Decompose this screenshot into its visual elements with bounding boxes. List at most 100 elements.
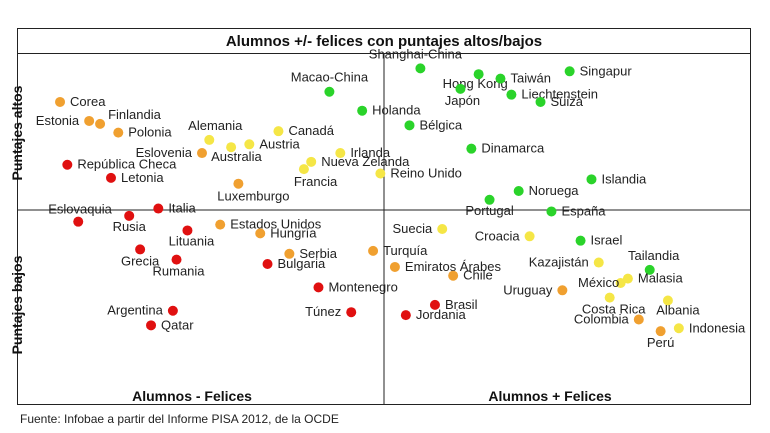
point-colombia [633, 314, 644, 325]
point-label-italia: Italia [168, 201, 196, 216]
point-austria [244, 139, 255, 150]
point-serbia [284, 248, 295, 259]
point-liechtenstein [506, 89, 517, 100]
point-eslovenia [197, 148, 207, 159]
point-luxemburgo [233, 178, 244, 189]
point-alemania [204, 134, 215, 145]
point-label-bulgaria: Bulgaria [278, 256, 326, 271]
point-belgica [404, 120, 415, 131]
point-grecia [135, 244, 146, 255]
point-tunez [346, 307, 357, 318]
point-label-emiratos-arabes: Emiratos Árabes [405, 259, 502, 274]
point-finlandia [95, 118, 106, 129]
point-label-tailandia: Tailandia [628, 248, 680, 263]
point-label-austria: Austria [259, 136, 300, 151]
point-label-argentina: Argentina [107, 303, 163, 318]
point-label-israel: Israel [591, 233, 623, 248]
point-label-singapur: Singapur [580, 63, 633, 78]
point-label-portugal: Portugal [465, 203, 514, 218]
point-portugal [484, 194, 495, 205]
point-label-chile: Chile [463, 268, 493, 283]
point-label-estados-unidos: Estados Unidos [230, 217, 322, 232]
point-mexico [615, 278, 626, 288]
point-hungria [255, 228, 266, 239]
point-label-australia: Australia [211, 149, 262, 164]
point-label-serbia: Serbia [299, 246, 337, 261]
x-axis-label-left: Alumnos - Felices [132, 388, 252, 404]
point-label-belgica: Bélgica [419, 117, 462, 132]
chart-title: Alumnos +/- felices con puntajes altos/b… [225, 32, 543, 50]
point-label-eslovenia: Eslovenia [136, 145, 193, 160]
point-irlanda [335, 148, 346, 159]
point-turquia [368, 245, 379, 256]
point-lituania [182, 225, 193, 236]
point-label-indonesia: Indonesia [689, 320, 746, 335]
point-label-croacia: Croacia [475, 228, 521, 243]
point-label-costa-rica: Costa Rica [582, 302, 646, 317]
point-label-rumania: Rumania [153, 264, 206, 279]
point-label-shanghai-china: Shanghai-China [369, 46, 463, 61]
point-label-turquia: Turquía [383, 243, 428, 258]
point-label-grecia: Grecia [121, 253, 160, 268]
point-israel [575, 235, 586, 246]
point-kazajistan [593, 257, 604, 268]
point-tailandia [644, 264, 655, 275]
point-bulgaria [262, 259, 273, 270]
point-australia [226, 142, 237, 153]
point-chile [448, 270, 459, 281]
point-label-peru: Perú [647, 335, 674, 350]
point-label-finlandia: Finlandia [108, 107, 162, 122]
point-francia [298, 164, 309, 175]
y-axis-label-bottom: Puntajes bajos [9, 255, 25, 354]
point-label-holanda: Holanda [372, 103, 421, 118]
point-label-qatar: Qatar [161, 317, 194, 332]
point-label-corea: Corea [70, 94, 106, 109]
point-suecia [437, 223, 448, 234]
point-japon [455, 83, 466, 94]
point-label-islandia: Islandia [601, 171, 647, 186]
point-label-japon: Japón [445, 93, 480, 108]
point-letonia [106, 172, 116, 183]
point-albania [662, 295, 673, 306]
point-label-polonia: Polonia [128, 125, 172, 140]
point-dinamarca [466, 143, 477, 154]
point-label-alemania: Alemania [188, 118, 243, 133]
point-label-dinamarca: Dinamarca [481, 141, 545, 156]
point-label-mexico: México [578, 275, 619, 290]
point-italia [153, 203, 164, 214]
point-republica-checa [62, 159, 73, 170]
point-label-nueva-zelanda: Nueva Zelanda [321, 154, 410, 169]
point-corea [55, 96, 66, 107]
point-reino-unido [375, 168, 386, 179]
point-label-macao-china: Macao-China [291, 70, 369, 85]
point-argentina [167, 305, 178, 316]
point-label-republica-checa: República Checa [77, 157, 177, 172]
point-rumania [171, 254, 182, 265]
source-note: Fuente: Infobae a partir del Informe PIS… [20, 412, 339, 426]
point-malasia [622, 273, 633, 284]
point-suiza [535, 96, 546, 107]
point-croacia [524, 231, 535, 242]
point-uruguay [557, 285, 568, 296]
point-holanda [357, 105, 368, 116]
point-label-espana: España [561, 203, 606, 218]
point-label-noruega: Noruega [529, 183, 580, 198]
point-macao-china [324, 86, 335, 97]
point-taiwan [495, 73, 506, 84]
point-label-eslovaquia: Eslovaquia [48, 202, 112, 217]
point-estados-unidos [215, 219, 226, 230]
point-brasil [429, 299, 440, 310]
point-label-letonia: Letonia [121, 170, 164, 185]
x-axis-label-right: Alumnos + Felices [488, 388, 612, 404]
point-noruega [513, 186, 524, 197]
point-rusia [124, 210, 135, 221]
point-label-canada: Canadá [288, 123, 334, 138]
point-emiratos-arabes [389, 261, 400, 272]
point-label-malasia: Malasia [638, 271, 684, 286]
point-label-reino-unido: Reino Unido [390, 166, 462, 181]
point-label-rusia: Rusia [113, 219, 147, 234]
point-jordania [400, 310, 411, 321]
y-axis-label-top: Puntajes altos [9, 85, 25, 180]
point-label-estonia: Estonia [36, 113, 80, 128]
point-eslovaquia [73, 216, 84, 227]
